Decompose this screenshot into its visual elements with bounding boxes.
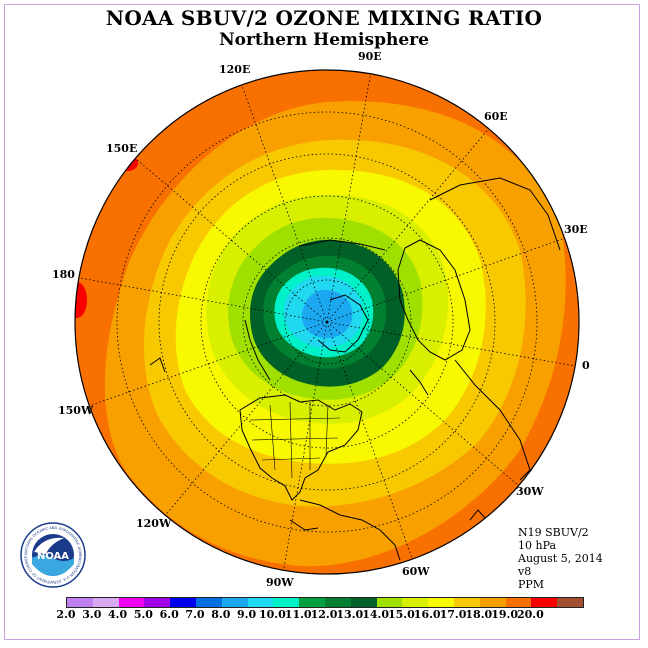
- color-scale-tick-label: 15.0: [387, 608, 415, 621]
- longitude-grid: [79, 70, 576, 574]
- color-swatch: [118, 598, 145, 607]
- color-scale-tick-label: 12.0: [310, 608, 338, 621]
- color-swatch: [221, 598, 248, 607]
- color-swatch: [505, 598, 532, 607]
- ozone-contour-field: [75, 70, 579, 574]
- color-scale-tick-label: 3.0: [82, 608, 102, 621]
- us-state-boundaries: [249, 401, 341, 479]
- lon-label-120w: 120W: [136, 517, 172, 530]
- map-subtitle: Northern Hemisphere: [219, 30, 429, 50]
- color-scale-tick-label: 19.0: [491, 608, 518, 621]
- lon-label-30w: 30W: [516, 485, 544, 498]
- info-version: v8: [518, 565, 532, 578]
- lon-label-90w: 90W: [266, 576, 294, 589]
- data-info-block: N19 SBUV/2 10 hPa August 5, 2014 v8 PPM: [518, 526, 603, 591]
- contour-patch-18-19-northwest: [118, 155, 138, 171]
- color-swatch: [247, 598, 274, 607]
- color-scale-tick-label: 2.0: [56, 608, 76, 621]
- info-date: August 5, 2014: [518, 552, 603, 565]
- color-swatch: [195, 598, 222, 607]
- color-swatch: [376, 598, 403, 607]
- color-scale-tick-label: 11.0: [284, 608, 312, 621]
- logo-text: NOAA: [37, 551, 69, 562]
- latitude-grid: [116, 111, 538, 533]
- noaa-logo: NOAA NATIONAL OCEANIC AND ATMOSPHERIC AD…: [20, 522, 86, 588]
- color-scale-bar: [66, 597, 584, 608]
- color-swatch: [453, 598, 480, 607]
- color-swatch: [531, 598, 558, 607]
- lon-label-30e: 30E: [564, 223, 588, 236]
- lon-label-180: 180: [52, 268, 75, 281]
- color-swatch: [92, 598, 119, 607]
- color-scale-tick-label: 20.0: [516, 608, 544, 621]
- color-swatch: [144, 598, 171, 607]
- color-swatch: [350, 598, 377, 607]
- map-title: NOAA SBUV/2 OZONE MIXING RATIO: [105, 6, 543, 30]
- color-swatch: [273, 598, 300, 607]
- color-scale-tick-label: 17.0: [439, 608, 467, 621]
- color-scale-tick-label: 4.0: [108, 608, 128, 621]
- coastlines: [149, 177, 561, 561]
- color-scale-tick-label: 9.0: [237, 608, 257, 621]
- color-scale-tick-label: 8.0: [211, 608, 231, 621]
- color-swatch: [67, 598, 93, 607]
- color-swatch: [324, 598, 351, 607]
- color-scale-tick-label: 14.0: [362, 608, 389, 621]
- color-scale-tick-label: 16.0: [413, 608, 441, 621]
- color-scale-tick-label: 18.0: [465, 608, 493, 621]
- color-scale-tick-label: 10.0: [258, 608, 286, 621]
- color-swatch: [479, 598, 506, 607]
- lon-label-120e: 120E: [219, 63, 251, 76]
- info-instrument: N19 SBUV/2: [518, 526, 589, 539]
- map-boundary-circle: [74, 69, 580, 575]
- info-pressure: 10 hPa: [518, 539, 557, 552]
- lon-label-60w: 60W: [402, 565, 430, 578]
- color-swatch: [557, 598, 583, 607]
- color-scale-tick-label: 13.0: [336, 608, 364, 621]
- color-swatch: [428, 598, 454, 607]
- color-swatch: [402, 598, 429, 607]
- color-scale-tick-label: 5.0: [133, 608, 153, 621]
- color-scale-tick-label: 6.0: [159, 608, 179, 621]
- lon-label-0: 0: [582, 359, 590, 372]
- contour-patch-18-19-west: [75, 282, 87, 318]
- color-scale-tick-label: 7.0: [185, 608, 205, 621]
- color-swatch: [170, 598, 196, 607]
- lon-label-60e: 60E: [484, 110, 508, 123]
- lon-label-90e: 90E: [358, 50, 382, 63]
- lon-label-150w: 150W: [58, 404, 94, 417]
- color-swatch: [299, 598, 325, 607]
- info-units: PPM: [518, 578, 545, 591]
- lon-label-150e: 150E: [106, 142, 138, 155]
